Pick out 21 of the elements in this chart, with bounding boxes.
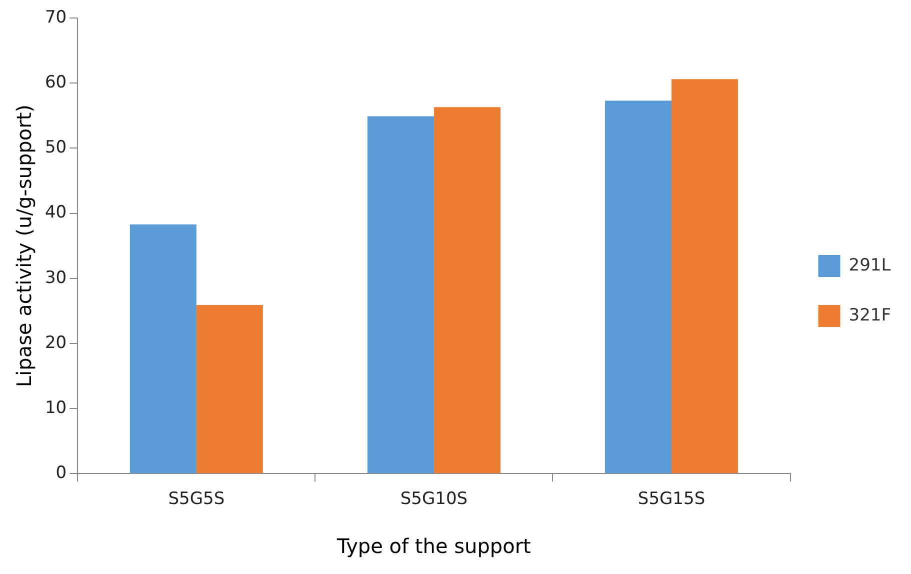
- x-tick-label: S5G15S: [638, 489, 706, 510]
- bar: [604, 100, 672, 474]
- bar: [434, 107, 500, 474]
- y-tick-label: 40: [44, 202, 67, 223]
- legend-label: 291L: [848, 255, 892, 276]
- legend-label: 321F: [848, 305, 892, 326]
- bar: [672, 79, 738, 474]
- x-axis-title: Type of the support: [336, 534, 532, 558]
- y-tick-label: 60: [44, 72, 67, 93]
- y-tick-label: 70: [44, 7, 67, 28]
- y-tick-label: 20: [44, 332, 67, 353]
- y-tick-label: 0: [56, 463, 67, 484]
- y-tick-label: 50: [44, 138, 67, 158]
- y-axis-title: Lipase activity (u/g-support): [12, 104, 36, 388]
- bar: [130, 224, 196, 474]
- y-tick-label: 10: [44, 398, 67, 418]
- y-tick-label: 30: [44, 268, 67, 288]
- x-tick-label: S5G10S: [400, 489, 468, 510]
- bar: [196, 305, 263, 474]
- x-tick-label: S5G5S: [168, 489, 225, 510]
- bar: [367, 116, 434, 474]
